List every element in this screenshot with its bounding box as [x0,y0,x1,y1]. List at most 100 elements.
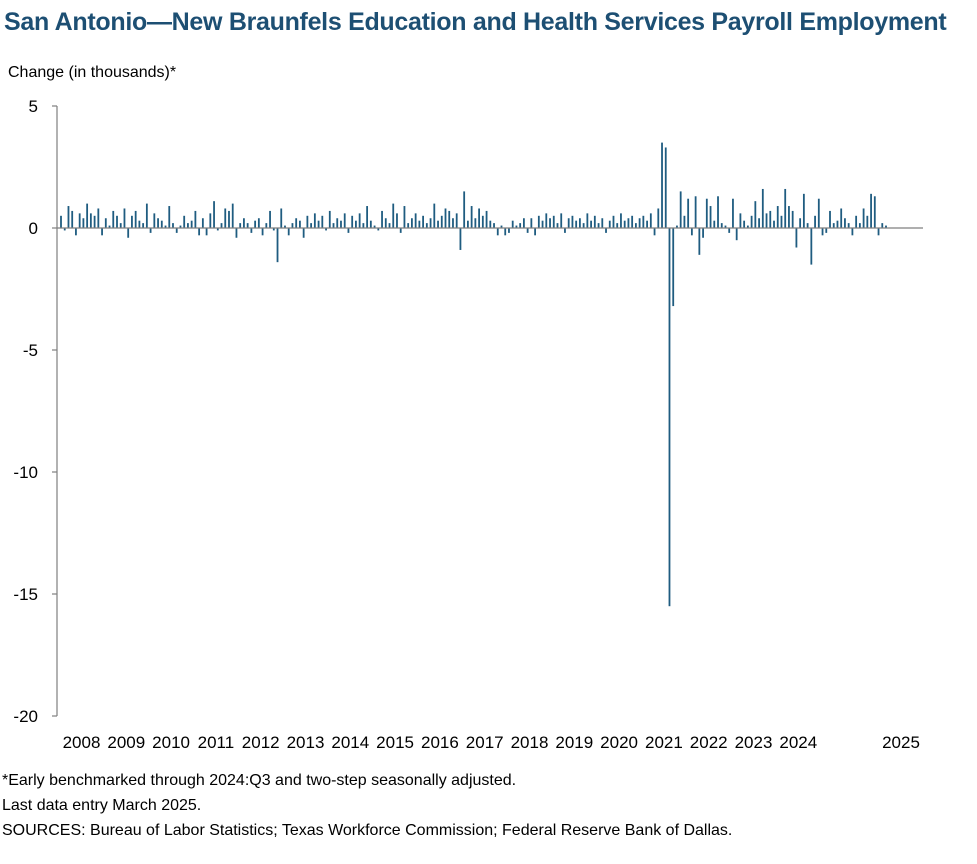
bar [448,210,451,228]
bar [127,228,130,238]
bar [60,215,62,228]
bar [508,228,510,233]
y-axis-label: Change (in thousands)* [8,64,177,81]
bar [134,210,137,228]
bar [784,188,787,228]
bar [489,220,492,228]
bar [351,215,354,228]
x-tick-label: 2011 [198,733,235,752]
bar [676,225,678,228]
bar [601,218,604,228]
bar [131,215,133,228]
bar [317,220,320,228]
bar [769,210,772,228]
y-tick-label: 5 [29,97,38,116]
bar [209,213,212,228]
bar [478,208,480,228]
bar [582,223,585,228]
bar [313,213,316,228]
bar [452,218,454,228]
x-tick-label: 2016 [421,733,459,752]
bar [500,225,503,228]
y-tick-label: -10 [13,463,38,482]
bar [795,228,798,248]
footnotes: *Early benchmarked through 2024:Q3 and t… [2,768,732,843]
bar [104,218,107,228]
axes-group [56,106,923,716]
bar [440,215,443,228]
bar [86,203,89,228]
bar [321,215,324,228]
bar [802,193,805,228]
bar [545,213,548,228]
bar [377,228,380,231]
bar [198,228,201,236]
bar [284,225,286,228]
bar [310,223,313,228]
x-tick-label: 2019 [555,733,593,752]
bar [153,213,156,228]
bar [366,206,369,228]
bar [709,206,712,228]
bar [355,220,357,228]
bar [336,218,339,228]
bar [870,193,872,228]
x-tick-label: 2023 [735,733,773,752]
bar [388,223,391,228]
bar [63,228,66,231]
bar [287,228,290,236]
bar [437,220,439,228]
bar [325,228,327,231]
bar [750,215,753,228]
bar [885,225,887,228]
bar [411,218,413,228]
bar [616,223,619,228]
bar [414,213,417,228]
bar [407,223,410,228]
bar [340,220,342,228]
bar [526,228,529,233]
bar [71,210,74,228]
bar [183,215,186,228]
bar [661,142,663,228]
bar [149,228,152,233]
bar [575,220,578,228]
bar [862,208,865,228]
bar [646,220,648,228]
bar [642,215,645,228]
bar [623,220,626,228]
bar [358,213,361,228]
bar [702,228,704,238]
bar [638,218,641,228]
bar [720,223,723,228]
bar [739,213,742,228]
bar [773,220,775,228]
bar [213,201,215,228]
bar [467,220,469,228]
bar [530,218,533,228]
bar [814,215,816,228]
x-tick-label: 2017 [466,733,504,752]
bar [844,218,846,228]
bar [578,218,581,228]
bar [75,228,77,236]
bar [89,213,92,228]
x-tick-label: 2010 [152,733,190,752]
bar [235,228,238,238]
bar [743,220,746,228]
x-ticks-group: 2008 2009 2010 2011 2012 2013 2014 2015 2016 2017… [63,733,920,752]
bar [272,228,275,231]
bar [116,215,118,228]
x-tick-label: 2014 [331,733,369,752]
bar [758,218,760,228]
bar [485,210,488,228]
bar [679,191,682,228]
bar [399,228,402,233]
bar [504,228,507,236]
bar [362,223,365,228]
footnote-last-entry: Last data entry March 2025. [2,797,202,814]
bar [672,228,675,307]
bar [239,223,242,228]
bar [765,213,768,228]
bar [881,223,884,228]
